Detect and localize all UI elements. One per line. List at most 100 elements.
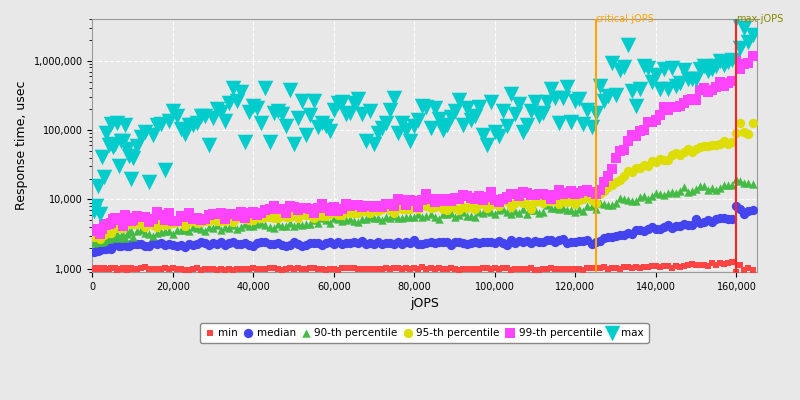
99-th percentile <box>746 52 759 59</box>
median <box>468 239 481 246</box>
min <box>505 266 518 273</box>
max <box>714 58 726 64</box>
min <box>194 266 207 273</box>
max <box>452 97 465 103</box>
95-th percentile <box>130 221 143 227</box>
99-th percentile <box>650 117 662 124</box>
90-th percentile <box>718 182 730 188</box>
99-th percentile <box>158 217 171 223</box>
95-th percentile <box>489 198 502 204</box>
95-th percentile <box>549 197 562 203</box>
95-th percentile <box>158 221 171 228</box>
min <box>501 265 514 272</box>
95-th percentile <box>529 199 542 205</box>
min <box>104 265 117 272</box>
max <box>577 121 590 128</box>
90-th percentile <box>714 185 726 191</box>
90-th percentile <box>464 212 477 219</box>
90-th percentile <box>307 217 320 223</box>
95-th percentile <box>670 150 682 156</box>
min <box>190 265 203 272</box>
95-th percentile <box>259 214 272 220</box>
min <box>170 266 183 272</box>
95-th percentile <box>593 191 606 198</box>
99-th percentile <box>247 209 260 216</box>
90-th percentile <box>734 178 747 184</box>
99-th percentile <box>283 202 296 209</box>
99-th percentile <box>98 221 111 228</box>
90-th percentile <box>130 228 143 234</box>
99-th percentile <box>553 187 566 193</box>
max <box>432 116 445 122</box>
99-th percentile <box>210 211 223 218</box>
99-th percentile <box>356 204 369 210</box>
median <box>489 240 502 246</box>
99-th percentile <box>517 188 530 195</box>
90-th percentile <box>396 215 409 222</box>
min <box>489 265 502 271</box>
median <box>108 240 121 246</box>
99-th percentile <box>396 197 409 204</box>
99-th percentile <box>432 196 445 202</box>
max <box>380 120 393 126</box>
median <box>658 224 670 230</box>
95-th percentile <box>618 173 630 180</box>
median <box>734 206 747 212</box>
99-th percentile <box>231 213 244 220</box>
90-th percentile <box>206 225 219 232</box>
max <box>666 65 678 72</box>
max <box>561 84 574 91</box>
max <box>440 122 453 128</box>
min <box>239 266 252 272</box>
95-th percentile <box>630 164 642 171</box>
median <box>746 207 759 213</box>
median <box>283 242 296 248</box>
99-th percentile <box>694 86 706 93</box>
X-axis label: jOPS: jOPS <box>410 297 439 310</box>
95-th percentile <box>271 214 284 221</box>
99-th percentile <box>533 191 546 197</box>
95-th percentile <box>722 141 734 147</box>
99-th percentile <box>521 190 534 196</box>
min <box>493 266 506 272</box>
median <box>118 242 131 248</box>
median <box>263 240 276 247</box>
90-th percentile <box>517 205 530 212</box>
99-th percentile <box>606 166 618 172</box>
90-th percentile <box>589 205 602 212</box>
90-th percentile <box>440 211 453 218</box>
min <box>348 265 361 271</box>
99-th percentile <box>94 231 107 238</box>
median <box>170 242 183 249</box>
95-th percentile <box>412 206 425 212</box>
median <box>352 240 365 246</box>
95-th percentile <box>215 218 228 224</box>
max <box>154 120 167 127</box>
99-th percentile <box>634 128 646 134</box>
99-th percentile <box>468 196 481 203</box>
min <box>344 265 357 272</box>
99-th percentile <box>380 201 393 207</box>
max <box>186 122 199 128</box>
min <box>263 265 276 271</box>
90-th percentile <box>746 181 759 187</box>
95-th percentile <box>194 219 207 225</box>
min <box>255 266 268 272</box>
min <box>275 266 288 273</box>
90-th percentile <box>706 184 718 191</box>
max <box>335 98 348 105</box>
99-th percentile <box>263 206 276 212</box>
90-th percentile <box>92 239 105 245</box>
median <box>372 239 385 246</box>
90-th percentile <box>104 234 117 240</box>
95-th percentile <box>210 218 223 224</box>
99-th percentile <box>412 204 425 210</box>
99-th percentile <box>742 59 755 66</box>
99-th percentile <box>372 202 385 209</box>
min <box>517 266 530 272</box>
max <box>686 75 698 82</box>
median <box>124 240 137 247</box>
99-th percentile <box>251 212 264 218</box>
95-th percentile <box>138 224 151 230</box>
median <box>251 240 264 246</box>
